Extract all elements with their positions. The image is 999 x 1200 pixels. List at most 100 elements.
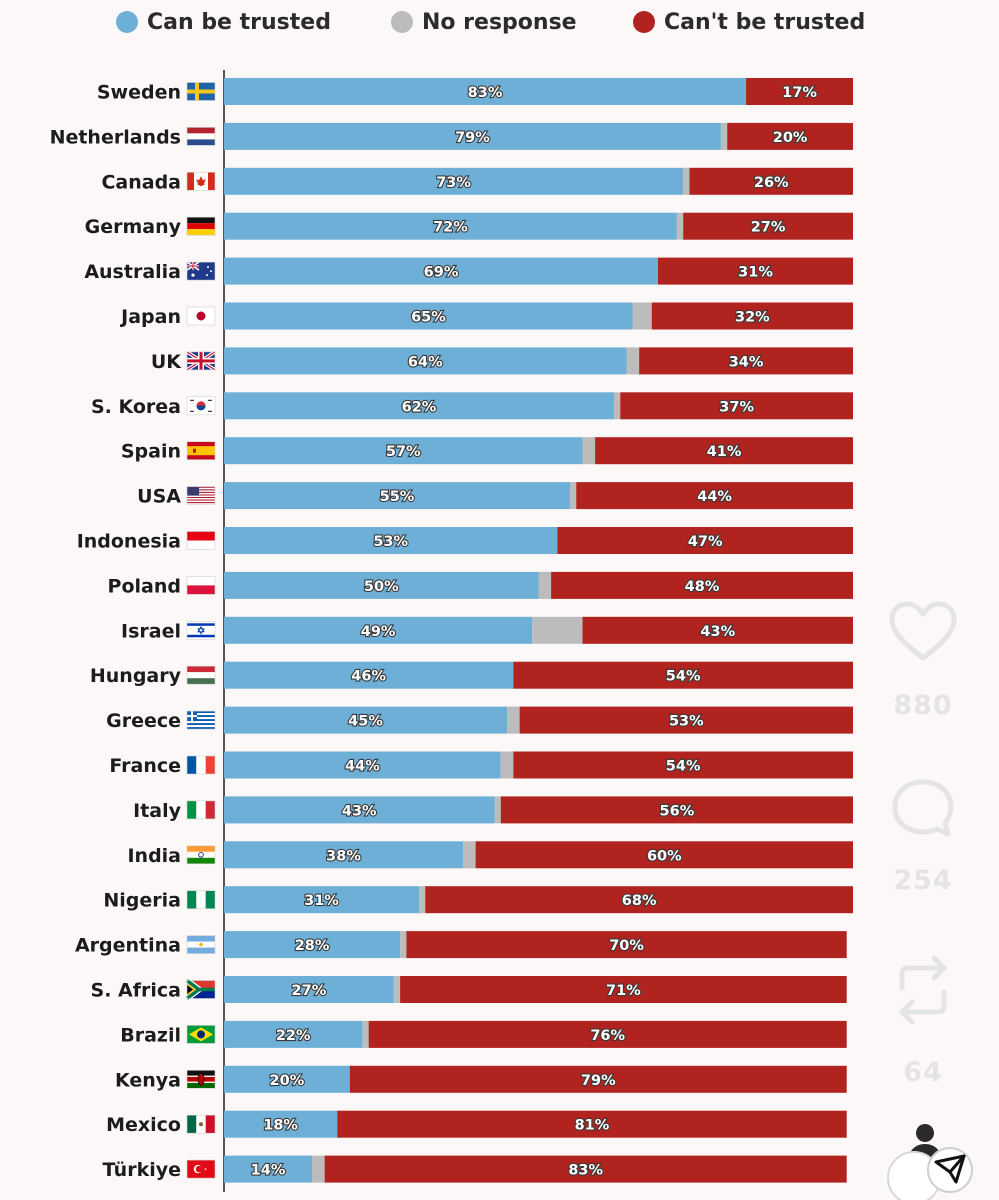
country-label-5: Japan [119,306,181,328]
bar-untrusted-15 [513,751,853,779]
value-label-untrusted-24: 83% [568,1163,603,1179]
value-label-untrusted-19: 70% [609,938,644,954]
comment-icon[interactable] [888,776,958,840]
bar-trusted-3 [224,212,677,240]
bar-untrusted-16 [500,796,853,824]
bars-layer [224,78,853,1183]
value-label-untrusted-11: 48% [685,579,720,595]
bar-trusted-17 [224,841,464,869]
repost-count: 64 [903,1057,943,1088]
country-label-14: Greece [106,710,181,732]
bar-untrusted-6 [639,347,853,375]
value-label-untrusted-10: 47% [688,534,723,550]
bar-no-response-12 [532,616,583,644]
country-label-23: Mexico [106,1114,181,1136]
value-label-untrusted-22: 79% [581,1073,616,1089]
flag-germany-icon [186,216,216,236]
bar-no-response-2 [683,167,690,195]
bar-no-response-15 [500,751,514,779]
bar-no-response-9 [569,482,577,510]
bar-trusted-8 [224,437,583,465]
country-label-9: USA [137,486,181,508]
bar-no-response-18 [418,886,426,914]
flag-japan-icon [186,306,216,326]
value-label-untrusted-6: 34% [729,354,764,370]
flag-uk-icon [186,350,216,372]
country-label-19: Argentina [75,935,181,957]
value-label-trusted-21: 22% [276,1028,311,1044]
country-label-1: Netherlands [50,126,181,148]
bar-untrusted-18 [425,886,853,914]
flag-greece-icon [186,710,216,730]
value-label-untrusted-17: 60% [647,848,682,864]
value-label-trusted-15: 44% [345,759,380,775]
bar-untrusted-14 [519,706,853,734]
flag-india-icon [186,845,216,865]
value-label-untrusted-7: 37% [719,399,754,415]
value-label-trusted-5: 65% [411,310,446,326]
bar-untrusted-17 [475,841,853,869]
legend-swatch-trusted [116,11,138,33]
bar-trusted-11 [224,571,539,599]
repost-icon[interactable] [888,950,958,1030]
flag-turkiye-icon [186,1159,216,1179]
heart-icon[interactable] [888,600,958,664]
bar-trusted-1 [224,122,721,150]
value-label-untrusted-9: 44% [697,489,732,505]
bar-trusted-0 [224,78,747,105]
country-label-13: Hungary [90,665,182,687]
country-label-17: India [127,845,181,867]
bar-no-response-16 [494,796,501,824]
bar-no-response-21 [362,1020,369,1048]
bar-untrusted-19 [406,931,847,959]
bar-trusted-6 [224,347,627,375]
bar-trusted-23 [224,1110,338,1138]
bar-trusted-5 [224,302,633,330]
labels-layer: 83% 17% Sweden 79% 20% Netherlands 73% 26% Canad… [50,82,819,1182]
flag-nigeria-icon [186,890,216,910]
value-label-untrusted-21: 76% [590,1028,625,1044]
value-label-trusted-19: 28% [295,938,330,954]
flag-indonesia-icon [186,531,216,550]
country-label-11: Poland [108,575,181,597]
bar-untrusted-2 [689,167,853,195]
value-label-untrusted-5: 32% [735,310,770,326]
legend-label-untrusted: Can't be trusted [664,9,866,35]
flag-brazil-icon [186,1025,216,1044]
bar-trusted-19 [224,931,401,959]
bar-untrusted-8 [595,437,853,465]
share-icon[interactable] [884,1144,980,1200]
bar-no-response-3 [676,212,684,240]
country-label-0: Sweden [97,82,181,104]
country-label-20: S. Africa [91,980,181,1002]
value-label-untrusted-15: 54% [666,759,701,775]
bar-no-response-24 [312,1155,325,1183]
bar-no-response-5 [632,302,652,330]
bar-untrusted-24 [324,1155,847,1183]
country-label-7: S. Korea [91,396,181,418]
value-label-trusted-18: 31% [304,893,339,909]
bar-no-response-11 [538,571,552,599]
bar-no-response-6 [626,347,640,375]
value-label-trusted-12: 49% [361,624,396,640]
legend-item-trusted: Can be trusted [116,8,331,36]
value-label-trusted-6: 64% [408,354,443,370]
bar-trusted-2 [224,167,684,195]
value-label-trusted-0: 83% [468,85,503,101]
flag-poland-icon [186,576,216,595]
value-label-untrusted-1: 20% [773,130,808,146]
legend-item-no-response: No response [391,8,577,36]
flags-layer [185,82,216,1179]
country-label-3: Germany [85,216,182,238]
value-label-trusted-2: 73% [436,175,471,191]
bar-trusted-16 [224,796,495,824]
country-label-21: Brazil [120,1024,181,1046]
bar-untrusted-21 [368,1020,847,1048]
bar-untrusted-11 [551,571,853,599]
flag-sweden-icon [186,82,216,101]
bar-untrusted-3 [683,212,853,240]
country-label-24: Türkiye [103,1159,181,1181]
value-label-untrusted-14: 53% [669,714,704,730]
